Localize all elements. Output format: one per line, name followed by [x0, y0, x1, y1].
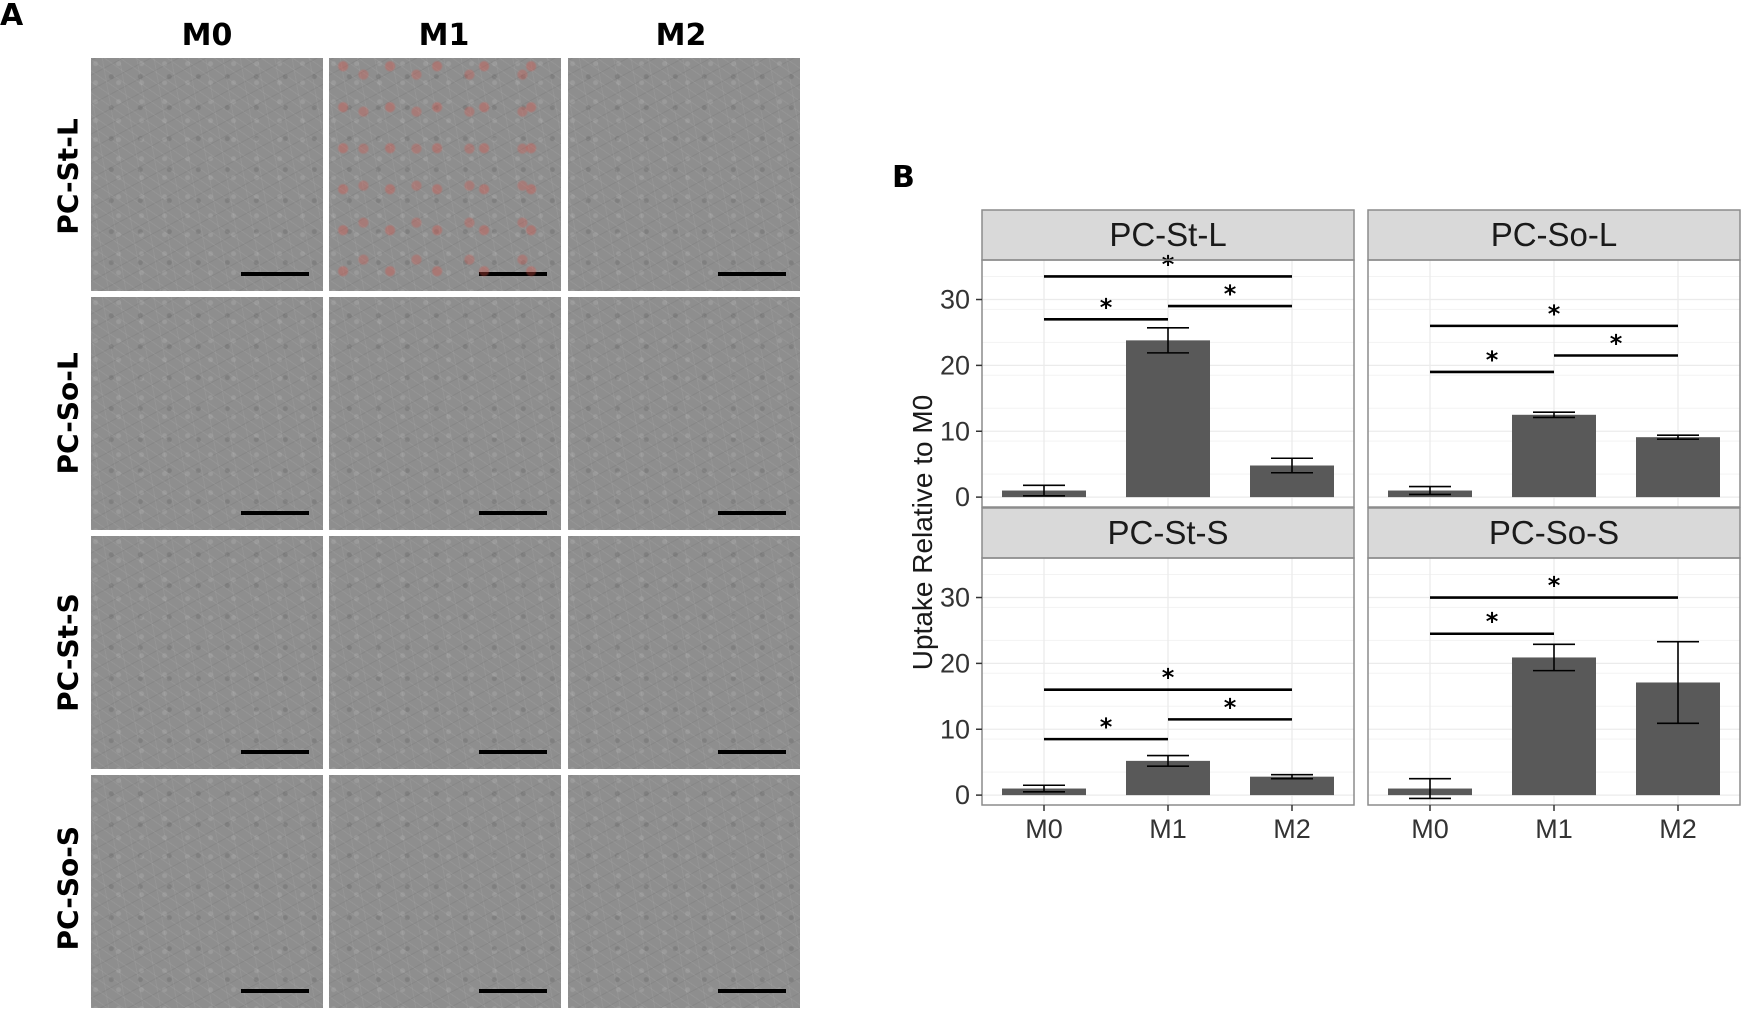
micrograph-pc-st-l-m1 [329, 58, 561, 291]
x-tick-label: M1 [1535, 814, 1573, 844]
y-tick-label: 10 [940, 714, 970, 744]
scale-bar [718, 272, 786, 276]
panel-border [981, 259, 1355, 508]
x-tick-label: M2 [1659, 814, 1697, 844]
facet-strip [1367, 209, 1741, 261]
significance-star: * [1100, 713, 1113, 741]
column-header-m1: M1 [418, 18, 470, 53]
y-tick-label: 20 [940, 648, 970, 678]
significance-star: * [1610, 330, 1623, 358]
panel-border [1367, 259, 1741, 508]
significance-star: * [1548, 300, 1561, 328]
micrograph-pc-st-l-m0 [91, 58, 323, 291]
bar [1250, 776, 1334, 796]
facet-strip [981, 507, 1355, 559]
y-tick-label: 10 [940, 416, 970, 446]
y-tick-label: 30 [940, 285, 970, 315]
y-tick-label: 30 [940, 583, 970, 613]
column-header-m2: M2 [655, 18, 707, 53]
bar [1636, 437, 1720, 498]
x-tick-label: M2 [1273, 814, 1311, 844]
scale-bar [241, 750, 309, 754]
facet-strip [981, 209, 1355, 261]
significance-star: * [1486, 608, 1499, 636]
panel-b-letter: B [892, 160, 915, 195]
y-tick-label: 0 [955, 780, 970, 810]
micrograph-pc-so-s-m2 [568, 775, 800, 1008]
scale-bar [479, 989, 547, 993]
bar [1126, 340, 1210, 498]
facet-title: PC-St-S [1107, 514, 1228, 551]
significance-star: * [1162, 664, 1175, 692]
y-tick-label: 0 [955, 482, 970, 512]
micrograph-pc-so-l-m2 [568, 297, 800, 530]
facet-title: PC-St-L [1109, 216, 1226, 253]
bar [1512, 657, 1596, 796]
facet-title: PC-So-L [1491, 216, 1618, 253]
micrograph-pc-st-l-m2 [568, 58, 800, 291]
significance-star: * [1224, 693, 1237, 721]
facet-title: PC-So-S [1489, 514, 1619, 551]
scale-bar [718, 989, 786, 993]
significance-star: * [1548, 572, 1561, 600]
x-tick-label: M1 [1149, 814, 1187, 844]
x-tick-label: M0 [1411, 814, 1449, 844]
significance-star: * [1486, 346, 1499, 374]
scale-bar [241, 989, 309, 993]
micrograph-pc-so-l-m0 [91, 297, 323, 530]
x-tick-label: M0 [1025, 814, 1063, 844]
micrograph-pc-st-s-m1 [329, 536, 561, 769]
scale-bar [718, 511, 786, 515]
micrograph-pc-so-s-m0 [91, 775, 323, 1008]
micrograph-pc-st-s-m2 [568, 536, 800, 769]
column-header-m0: M0 [181, 18, 233, 53]
bar [1512, 414, 1596, 498]
facet-strip [1367, 507, 1741, 559]
y-axis-label: Uptake Relative to M0 [907, 395, 938, 670]
y-tick-label: 20 [940, 350, 970, 380]
scale-bar [479, 750, 547, 754]
scale-bar [718, 750, 786, 754]
scale-bar [241, 272, 309, 276]
scale-bar [479, 511, 547, 515]
panel-a-letter: A [0, 0, 24, 33]
micrograph-pc-st-s-m0 [91, 536, 323, 769]
micrograph-pc-so-s-m1 [329, 775, 561, 1008]
significance-star: * [1162, 250, 1175, 278]
micrograph-pc-so-l-m1 [329, 297, 561, 530]
scale-bar [241, 511, 309, 515]
significance-star: * [1224, 280, 1237, 308]
significance-star: * [1100, 293, 1113, 321]
